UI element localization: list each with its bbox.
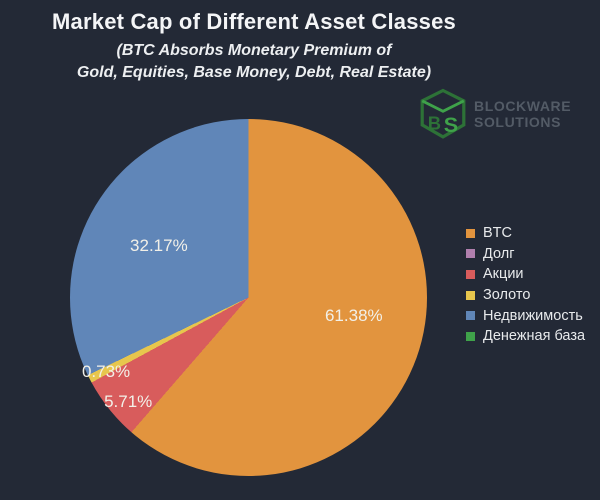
logo-wordmark-line1: BLOCKWARE xyxy=(474,98,572,114)
legend-label: Долг xyxy=(483,245,515,262)
legend-label: Денежная база xyxy=(483,328,586,345)
chart-title: Market Cap of Different Asset Classes xyxy=(52,9,456,34)
logo-wordmark: BLOCKWARE SOLUTIONS xyxy=(474,98,571,130)
legend-swatch-icon xyxy=(466,269,475,279)
legend-swatch-icon xyxy=(466,331,475,341)
pie-slice-label-Недвижимость: 32.17% xyxy=(130,236,188,256)
legend-item-Денежная база: Денежная база xyxy=(466,326,585,347)
chart-subtitle-line1: (BTC Absorbs Monetary Premium of xyxy=(116,42,392,59)
legend-swatch-icon xyxy=(466,290,475,300)
legend-swatch-icon xyxy=(466,249,475,259)
legend-item-Акции: Акции xyxy=(466,264,585,285)
legend-item-Золото: Золото xyxy=(466,285,585,306)
legend-item-Недвижимость: Недвижимость xyxy=(466,305,585,326)
blockware-logo: B S BLOCKWARE SOLUTIONS xyxy=(419,87,571,142)
legend-label: Акции xyxy=(483,266,524,283)
legend-swatch-icon xyxy=(466,228,475,238)
legend: BTC Долг Акции Золото Недвижимость Денежная б… xyxy=(466,223,585,347)
pie-slice-label-BTC: 61.38% xyxy=(324,306,383,326)
legend-swatch-icon xyxy=(466,311,475,321)
pie-chart: 61.38% 5.71% 0.73% 32.17% xyxy=(70,119,427,476)
logo-letter-b: B xyxy=(428,113,441,134)
legend-label: Золото xyxy=(483,287,531,304)
legend-label: BTC xyxy=(483,225,512,242)
chart-subtitle-line2: Gold, Equities, Base Money, Debt, Real E… xyxy=(76,64,432,81)
legend-label: Недвижимость xyxy=(483,307,583,324)
cube-logo-icon: B S xyxy=(420,88,466,139)
logo-wordmark-line2: SOLUTIONS xyxy=(474,114,562,130)
legend-item-BTC: BTC xyxy=(466,223,585,244)
logo-letter-s: S xyxy=(444,112,458,137)
legend-item-Долг: Долг xyxy=(466,244,585,265)
pie-slice-label-Акции: 5.71% xyxy=(104,391,153,411)
pie-slice-label-Золото: 0.73% xyxy=(81,361,131,381)
